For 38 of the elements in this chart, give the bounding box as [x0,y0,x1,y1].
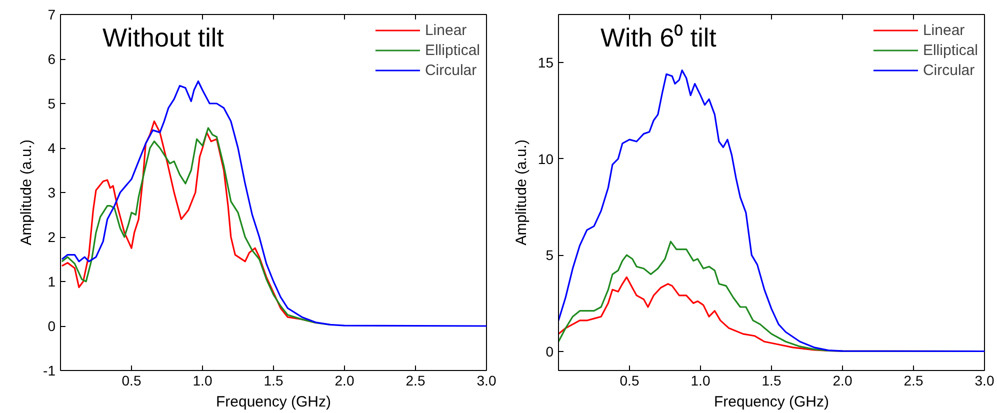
legend-label: Circular [424,62,477,78]
chart-title: Without tilt [102,22,225,52]
x-tick-label: 2.5 [406,372,426,388]
x-tick-label: 2.5 [904,372,924,388]
y-tick-label: 2 [48,229,56,245]
y-tick-label: 4 [48,140,56,156]
y-tick-label: 0 [546,343,554,360]
x-tick-label: 0.5 [122,372,142,388]
x-axis-title: Frequency (GHz) [216,394,332,410]
x-tick-label: 2.0 [832,372,852,388]
x-tick-label: 1.5 [264,372,284,388]
x-tick-label: 1.5 [762,372,782,388]
y-tick-label: 10 [538,150,554,167]
x-tick-label: 3.0 [476,372,496,388]
y-tick-label: 7 [48,6,56,22]
y-axis-title: Amplitude (a.u.) [18,140,36,246]
legend-label: Circular [922,62,975,78]
legend-label: Linear [922,22,965,38]
x-tick-label: 1.0 [192,372,212,388]
legend-label: Elliptical [922,42,978,58]
y-tick-label: -1 [43,362,56,378]
y-tick-label: 1 [48,274,56,290]
y-tick-label: 5 [48,96,56,112]
x-tick-label: 2.0 [334,372,354,388]
y-tick-label: 5 [546,247,554,264]
y-tick-label: 15 [538,54,554,71]
x-tick-label: 0.5 [620,372,640,388]
line-series [61,80,486,327]
legend-label: Elliptical [424,42,480,58]
x-tick-label: 3.0 [974,372,994,388]
chart-title: With 6⁰ tilt [600,22,718,52]
y-axis-title: Amplitude (a.u.) [512,140,530,246]
y-tick-label: 0 [48,318,56,334]
legend-label: Linear [424,22,467,38]
x-axis-title: Frequency (GHz) [714,394,830,410]
y-tick-label: 6 [48,51,56,67]
x-tick-label: 1.0 [690,372,710,388]
y-tick-label: 3 [48,184,56,200]
